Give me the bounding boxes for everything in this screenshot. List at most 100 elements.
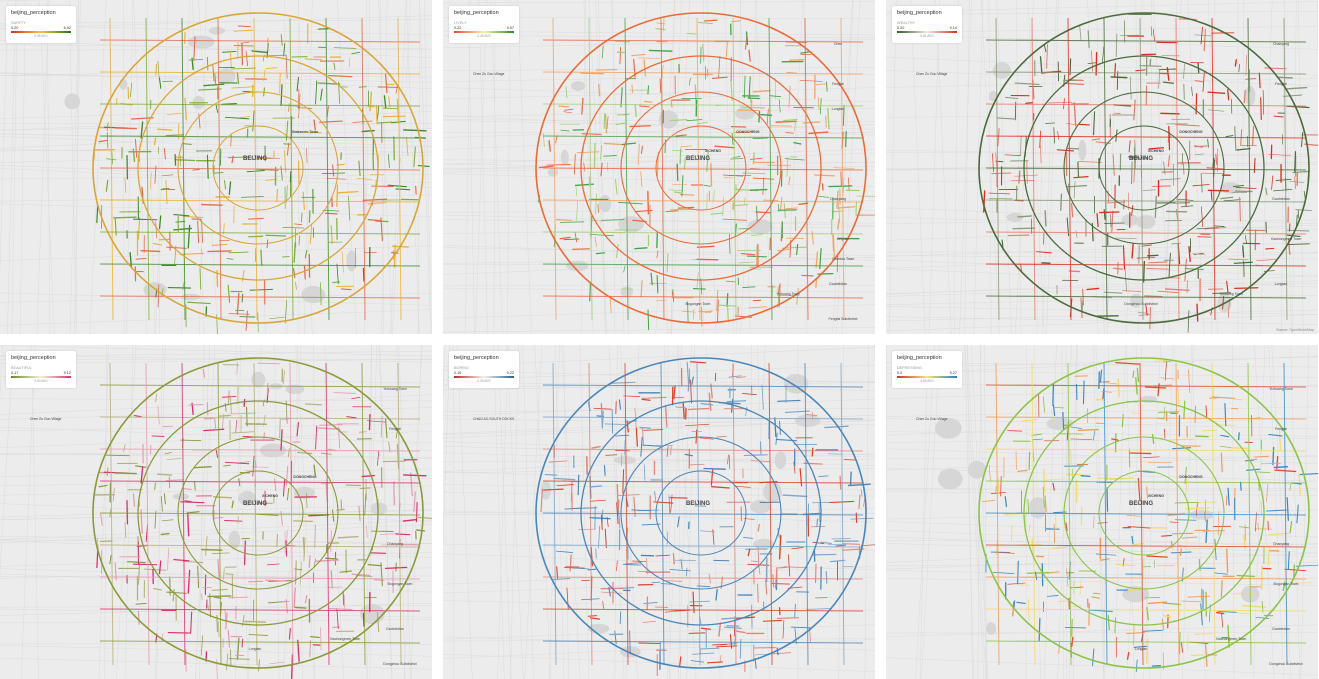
ring-road <box>1023 55 1265 281</box>
place-label: Yizhuang Town <box>1269 387 1293 391</box>
place-label: Fengtai <box>1275 82 1287 86</box>
ring-road <box>580 55 822 281</box>
place-label: BEIJING <box>1129 501 1153 507</box>
map-legend: beijing_perception SAFETY 0.20 6.92 0.55 AVG <box>6 6 76 43</box>
legend-title: beijing_perception <box>454 10 499 16</box>
legend-color-ramp <box>454 376 514 378</box>
place-label: BEIJING <box>686 501 710 507</box>
legend-metric: BEAUTIFUL <box>11 366 32 370</box>
place-label: Fengtai <box>389 427 401 431</box>
map-legend: beijing_perception LIVELY 0.22 9.57 0.45 AVG <box>449 6 519 43</box>
place-label: Fengtai <box>1275 427 1287 431</box>
place-label: Xiaohongmen Town <box>1271 237 1302 241</box>
ring-road <box>212 125 304 211</box>
map-legend: beijing_perception BORING 0.16 9.22 0.35 AVG <box>449 351 519 388</box>
place-label: Gaobeidian <box>829 282 847 286</box>
legend-color-ramp <box>454 31 514 33</box>
legend-metric: DEPRESSING <box>897 366 922 370</box>
place-label: Yizhuang Town <box>383 387 407 391</box>
place-label: XICHENG <box>1148 494 1164 498</box>
legend-average: 0.45 AVG <box>477 34 491 38</box>
map-legend: beijing_perception BEAUTIFUL 0.17 9.12 9.60 … <box>6 351 76 388</box>
ring-road <box>655 125 747 211</box>
map-legend: beijing_perception WEALTHY 0.20 9.14 5.81 AV… <box>892 6 962 43</box>
legend-max: 9.12 <box>63 371 71 375</box>
place-label: BEIJING <box>1129 156 1153 162</box>
place-label: CHAO AO SOUTH DOCKS <box>473 417 515 421</box>
legend-average: 5.81 AVG <box>920 34 934 38</box>
place-label: Dongzhou Subdistrict <box>383 662 416 666</box>
map-panel[interactable]: BEIJING DONGCHENG XICHENG Chaoyang Fengtai Ch… <box>443 0 875 334</box>
legend-metric: LIVELY <box>454 21 467 25</box>
legend-average: 0.35 AVG <box>477 379 491 383</box>
ring-road <box>177 436 339 590</box>
ring-road <box>177 91 339 245</box>
legend-title: beijing_perception <box>897 355 942 361</box>
place-label: Bogongan Town <box>387 582 412 586</box>
place-label: Bogongan Town <box>1273 582 1298 586</box>
legend-max: 6.92 <box>63 26 71 30</box>
place-label: Chaoyang <box>1273 42 1289 46</box>
ring-road <box>1023 400 1265 626</box>
perception-roads <box>982 359 1318 673</box>
place-label: Chaoyang <box>387 542 403 546</box>
place-label: Chen <box>834 42 842 46</box>
street-network-map[interactable]: BEIJING CHAO AO SOUTH DOCKS <box>443 345 875 679</box>
legend-min: 0.0 <box>897 371 903 375</box>
map-panel[interactable]: BEIJING CHAO AO SOUTH DOCKS beijing_percep… <box>443 345 875 679</box>
place-label: XICHENG <box>262 494 278 498</box>
perception-roads <box>540 361 875 677</box>
ring-road <box>1063 91 1225 245</box>
perception-roads <box>537 16 875 331</box>
ring-road <box>580 400 822 626</box>
basemap <box>0 0 432 334</box>
ring-road <box>137 400 379 626</box>
ring-road <box>535 12 867 324</box>
map-panel[interactable]: BEIJING DONGCHENG XICHENG Chaoyang Fengtai Yi… <box>0 345 432 679</box>
ring-road <box>1098 125 1190 211</box>
map-panel[interactable]: BEIJING DONGCHENG XICHENG Chaoyang Fengtai Yi… <box>886 345 1318 679</box>
place-label: Chen Zu Gou Village <box>916 417 948 421</box>
legend-metric: BORING <box>454 366 469 370</box>
legend-color-ramp <box>11 31 71 33</box>
street-network-map[interactable]: BEIJING DONGCHENG XICHENG Chaoyang Fengtai Yi… <box>886 345 1318 679</box>
place-label: XICHENG <box>705 149 721 153</box>
place-label: Fengtai Subdistrict <box>829 317 858 321</box>
map-panel[interactable]: BEIJING Xiabaoxin Town beijing_perception S… <box>0 0 432 334</box>
place-label: Chen Zu Gou Village <box>916 72 948 76</box>
ring-road <box>92 12 424 324</box>
street-network-map[interactable]: BEIJING DONGCHENG XICHENG Gaobeidian Fengtai… <box>886 0 1318 334</box>
place-label: Longtan <box>249 647 262 651</box>
perception-roads <box>983 13 1318 333</box>
place-label: Chen Zu Gou Village <box>30 417 62 421</box>
place-label: Xiaohongmen Town <box>1216 637 1247 641</box>
map-attribution[interactable]: Source: OpenStreetMap <box>1276 328 1314 332</box>
legend-title: beijing_perception <box>11 355 56 361</box>
place-label: Yizhuang Town <box>776 292 800 296</box>
ring-road <box>212 470 304 556</box>
place-label: DONGCHENG <box>736 130 759 134</box>
ring-road <box>1098 470 1190 556</box>
ring-road <box>655 470 747 556</box>
legend-min: 0.16 <box>454 371 462 375</box>
map-panel[interactable]: BEIJING DONGCHENG XICHENG Gaobeidian Fengtai… <box>886 0 1318 334</box>
place-label: Fengtai <box>832 82 844 86</box>
ring-road <box>1063 436 1225 590</box>
place-label: XICHENG <box>1148 149 1164 153</box>
street-network-map[interactable]: BEIJING DONGCHENG XICHENG Chaoyang Fengtai Ch… <box>443 0 875 334</box>
legend-color-ramp <box>897 376 957 378</box>
place-label: DONGCHENG <box>293 475 316 479</box>
street-network-map[interactable]: BEIJING DONGCHENG XICHENG Chaoyang Fengtai Yi… <box>0 345 432 679</box>
legend-average: 0.55 AVG <box>34 34 48 38</box>
place-label: Chaoyang <box>1273 542 1289 546</box>
perception-roads <box>94 362 432 679</box>
ring-road <box>92 357 424 669</box>
legend-max: 9.57 <box>506 26 514 30</box>
place-label: Beiyuan <box>837 237 850 241</box>
place-label: Yizhuang Town <box>1219 292 1243 296</box>
legend-min: 0.20 <box>897 26 905 30</box>
legend-min: 0.22 <box>454 26 462 30</box>
street-network-map[interactable]: BEIJING Xiabaoxin Town <box>0 0 432 334</box>
legend-metric: SAFETY <box>11 21 26 25</box>
